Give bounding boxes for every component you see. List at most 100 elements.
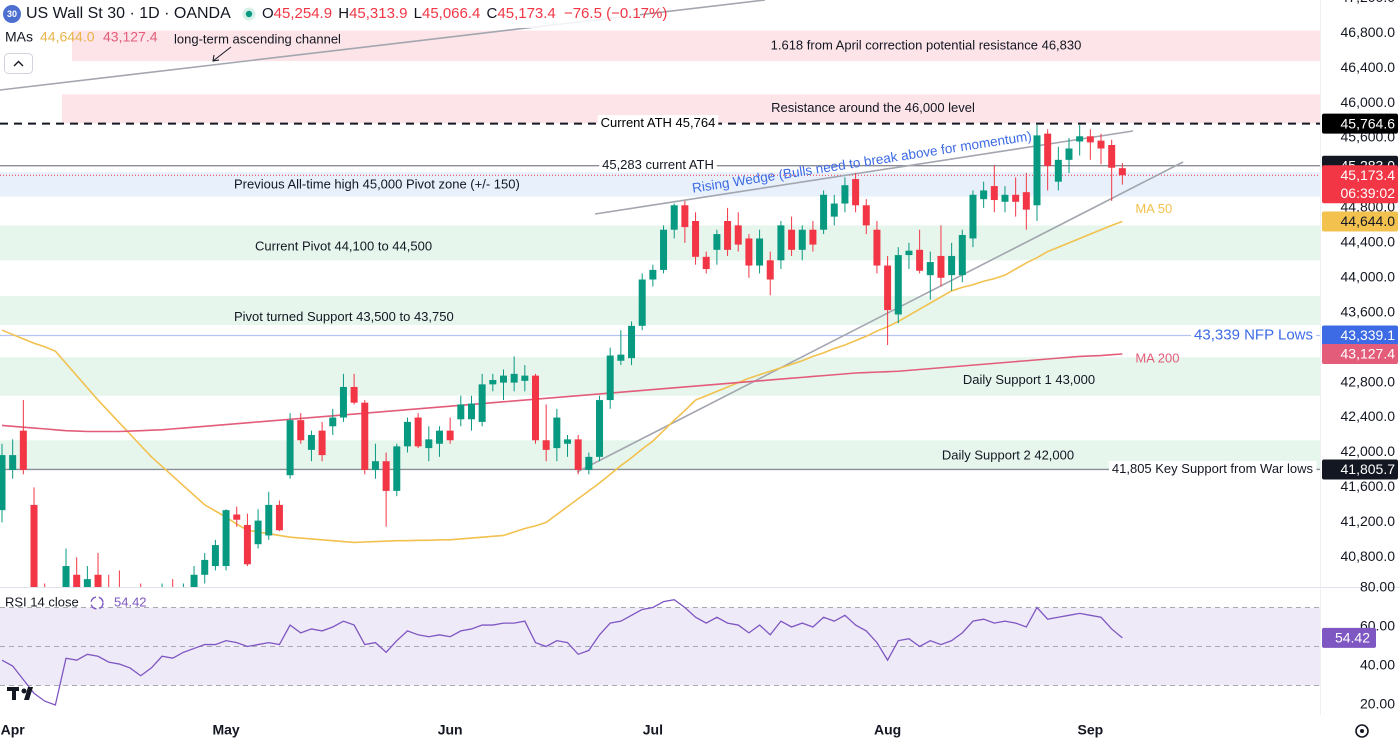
level-badge-bg xyxy=(1322,325,1398,346)
zone-label: Pivot turned Support 43,500 to 43,750 xyxy=(234,309,454,324)
y-tick-label: 46,800.0 xyxy=(1341,24,1396,40)
settings-icon[interactable] xyxy=(1355,724,1369,738)
zone xyxy=(72,30,1320,62)
price-badges: 45,764.645,283.043,339.141,805.744,644.0… xyxy=(1322,113,1398,648)
ohlc-value: 45,254.9 xyxy=(274,5,332,22)
candle-body xyxy=(297,420,305,441)
y-tick-label: 46,000.0 xyxy=(1341,94,1396,110)
candle-body xyxy=(1065,148,1073,160)
x-tick-label: Aug xyxy=(874,722,901,738)
candle-body xyxy=(1108,145,1116,168)
ma-line xyxy=(1,353,1123,433)
ma-line xyxy=(1,220,1123,544)
ohlc-key: L xyxy=(414,5,422,22)
candle-body xyxy=(862,205,870,226)
candle-body xyxy=(638,279,646,326)
ma-label: MA 50 xyxy=(1135,201,1172,216)
x-tick-label: May xyxy=(212,722,239,738)
candle-body xyxy=(1118,168,1126,176)
ma-badge-bg xyxy=(1322,343,1398,364)
collapse-icon xyxy=(13,60,24,67)
y-tick-label: 46,400.0 xyxy=(1341,59,1396,75)
zone xyxy=(0,225,1320,261)
last-price-badge: 45,173.4 xyxy=(1341,167,1396,183)
ohlc-key: H xyxy=(338,5,349,22)
ma-legend-title: MAs xyxy=(5,29,33,45)
level-label: 41,805 Key Support from War lows xyxy=(1112,461,1314,476)
candle-body xyxy=(809,229,817,245)
wedge-upper xyxy=(594,130,1134,215)
candle-body xyxy=(222,510,230,567)
y-tick-label: 42,000.0 xyxy=(1341,443,1396,459)
zone-label: 1.618 from April correction potential re… xyxy=(771,37,1082,52)
candle-body xyxy=(30,504,38,587)
candle-body xyxy=(0,455,6,511)
rsi-title: RSI 14 close xyxy=(5,594,79,609)
level-badge: 43,339.1 xyxy=(1341,327,1396,343)
ohlc-value: 45,066.4 xyxy=(422,5,480,22)
rsi-value: 54.42 xyxy=(114,594,147,609)
candle-body xyxy=(361,402,369,470)
candle-body xyxy=(393,446,401,491)
candle-body xyxy=(777,225,785,261)
y-tick-label: 42,400.0 xyxy=(1341,408,1396,424)
y-tick-label: 41,600.0 xyxy=(1341,478,1396,494)
ohlc-value: 45,173.4 xyxy=(497,5,555,22)
y-tick-label: 40,800.0 xyxy=(1341,548,1396,564)
collapse-button[interactable] xyxy=(4,53,33,74)
candle-body xyxy=(798,229,806,250)
rsi-tick-label: 80.00 xyxy=(1360,579,1395,595)
y-tick-label: 43,600.0 xyxy=(1341,303,1396,319)
candle-body xyxy=(681,205,689,228)
candle-body xyxy=(820,194,828,230)
candle-body xyxy=(766,260,774,280)
candle-body xyxy=(894,255,902,315)
candle-body xyxy=(734,225,742,245)
ma-legend-value: 44,644.0 xyxy=(40,29,95,45)
ohlc-key: O xyxy=(262,5,274,22)
candle-body xyxy=(606,355,614,401)
text-bg xyxy=(599,157,717,173)
settings-icon-center xyxy=(1360,729,1364,733)
candle-body xyxy=(211,545,219,567)
candle-body xyxy=(937,255,945,278)
candle-body xyxy=(873,229,881,266)
logo-part xyxy=(24,687,33,700)
ohlc-key: C xyxy=(487,5,498,22)
candle-body xyxy=(841,185,849,204)
candle-body xyxy=(670,205,678,230)
candle-body xyxy=(435,430,443,444)
text-bg xyxy=(1108,460,1317,476)
candle-body xyxy=(19,430,27,470)
annotation: long-term ascending channel xyxy=(174,31,341,46)
candle-body xyxy=(553,417,561,449)
ma-label: MA 200 xyxy=(1135,350,1179,365)
candles xyxy=(0,124,1126,587)
annotation-arrowhead xyxy=(212,54,220,62)
level-badge: 45,764.6 xyxy=(1341,115,1396,131)
candle-body xyxy=(286,420,294,476)
ma-legend-value: 43,127.4 xyxy=(103,29,158,45)
candle-body xyxy=(916,249,924,271)
header-bg xyxy=(0,0,640,28)
candle-body xyxy=(830,203,838,217)
candle-body xyxy=(926,262,934,276)
candle-body xyxy=(9,455,17,470)
candle-body xyxy=(414,417,422,447)
candle-body xyxy=(1022,192,1030,210)
rsi-badge: 54.42 xyxy=(1335,630,1370,646)
text-bg xyxy=(1191,326,1316,344)
zone xyxy=(0,296,1320,325)
zone-label: Daily Support 2 42,000 xyxy=(942,448,1074,463)
text-bg xyxy=(597,115,719,131)
rsi-badge-bg xyxy=(1322,627,1376,648)
candle-body xyxy=(275,504,283,531)
candle-body xyxy=(1001,194,1009,202)
x-tick-label: Jul xyxy=(643,722,663,738)
annotation-arrow xyxy=(212,46,232,62)
y-tick-label: 44,000.0 xyxy=(1341,268,1396,284)
candle-body xyxy=(83,579,91,587)
candle-body xyxy=(649,269,657,280)
zone-label: Daily Support 1 43,000 xyxy=(963,372,1095,387)
